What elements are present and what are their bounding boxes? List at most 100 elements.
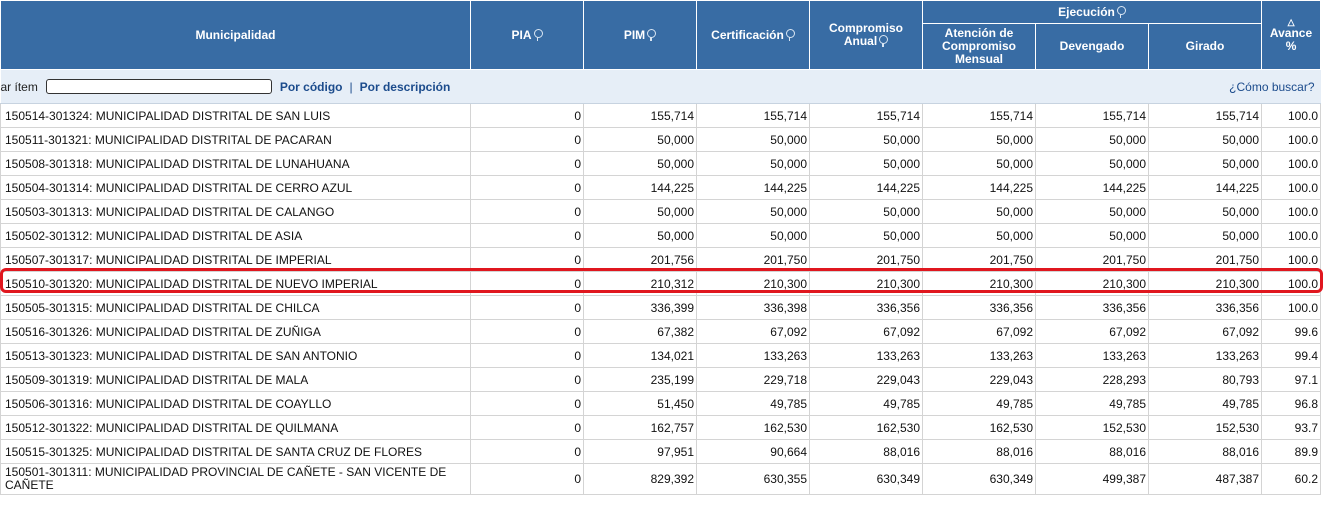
pia-cell: 0 [470,247,584,272]
search-by-code-link[interactable]: Por código [279,79,343,94]
municipalidad-cell[interactable]: 150504-301314: MUNICIPALIDAD DISTRITAL D… [0,175,471,200]
header-label: Girado [1185,39,1225,53]
pim-cell: 50,000 [583,223,697,248]
header-atencion[interactable]: Atención de Compromiso Mensual [922,23,1036,70]
avance-cell: 99.4 [1261,343,1322,368]
info-icon[interactable] [879,35,889,47]
table-row[interactable]: 150516-301326: MUNICIPALIDAD DISTRITAL D… [0,319,1322,344]
devengado-cell: 50,000 [1035,199,1149,224]
atencion-cell: 50,000 [922,199,1036,224]
info-icon[interactable] [533,28,543,41]
municipalidad-cell[interactable]: 150511-301321: MUNICIPALIDAD DISTRITAL D… [0,127,471,152]
devengado-cell: 336,356 [1035,295,1149,320]
avance-cell: 60.2 [1261,463,1322,495]
table-row[interactable]: 150507-301317: MUNICIPALIDAD DISTRITAL D… [0,247,1322,272]
header-label: Municipalidad [195,27,276,42]
search-help-link[interactable]: ¿Cómo buscar? [1229,79,1315,94]
devengado-cell: 49,785 [1035,391,1149,416]
table-row[interactable]: 150508-301318: MUNICIPALIDAD DISTRITAL D… [0,151,1322,176]
header-municipalidad[interactable]: Municipalidad [0,0,471,70]
municipalidad-cell[interactable]: 150508-301318: MUNICIPALIDAD DISTRITAL D… [0,151,471,176]
header-certificacion[interactable]: Certificación [696,0,810,70]
header-pim[interactable]: PIM [583,0,697,70]
compromiso-cell: 630,349 [809,463,923,495]
municipalidad-cell[interactable]: 150510-301320: MUNICIPALIDAD DISTRITAL D… [0,271,471,296]
table-row[interactable]: 150505-301315: MUNICIPALIDAD DISTRITAL D… [0,295,1322,320]
search-separator: | [349,79,353,94]
municipalidad-cell[interactable]: 150515-301325: MUNICIPALIDAD DISTRITAL D… [0,439,471,464]
municipalidad-cell[interactable]: 150512-301322: MUNICIPALIDAD DISTRITAL D… [0,415,471,440]
header-devengado[interactable]: Devengado [1035,23,1149,70]
certificacion-cell: 50,000 [696,223,810,248]
table-row[interactable]: 150509-301319: MUNICIPALIDAD DISTRITAL D… [0,367,1322,392]
municipalidad-cell[interactable]: 150505-301315: MUNICIPALIDAD DISTRITAL D… [0,295,471,320]
info-icon[interactable] [1116,5,1126,18]
certificacion-cell: 336,398 [696,295,810,320]
header-pia[interactable]: PIA [470,0,584,70]
search-by-description-link[interactable]: Por descripción [359,79,451,94]
pia-cell: 0 [470,103,584,128]
atencion-cell: 50,000 [922,223,1036,248]
pia-cell: 0 [470,391,584,416]
girado-cell: 80,793 [1147,367,1263,392]
girado-cell: 144,225 [1147,175,1263,200]
compromiso-cell: 88,016 [809,439,923,464]
header-compromiso-anual[interactable]: Compromiso Anual [809,0,923,70]
girado-cell: 88,016 [1147,439,1263,464]
table-row[interactable]: 150514-301324: MUNICIPALIDAD DISTRITAL D… [0,103,1322,128]
pim-cell: 235,199 [583,367,697,392]
table-row[interactable]: 150512-301322: MUNICIPALIDAD DISTRITAL D… [0,415,1322,440]
info-icon[interactable] [785,28,795,41]
certificacion-cell: 144,225 [696,175,810,200]
table-row[interactable]: 150506-301316: MUNICIPALIDAD DISTRITAL D… [0,391,1322,416]
municipalidad-cell[interactable]: 150503-301313: MUNICIPALIDAD DISTRITAL D… [0,199,471,224]
avance-cell: 100.0 [1261,247,1322,272]
girado-cell: 201,750 [1147,247,1263,272]
table-row[interactable]: 150503-301313: MUNICIPALIDAD DISTRITAL D… [0,199,1322,224]
search-label: scar ítem [0,79,38,94]
devengado-cell: 88,016 [1035,439,1149,464]
compromiso-cell: 50,000 [809,223,923,248]
sort-asc-icon[interactable]: △ [1287,16,1295,27]
table-row[interactable]: 150515-301325: MUNICIPALIDAD DISTRITAL D… [0,439,1322,464]
municipalidad-cell[interactable]: 150514-301324: MUNICIPALIDAD DISTRITAL D… [0,103,471,128]
pia-cell: 0 [470,295,584,320]
avance-cell: 100.0 [1261,127,1322,152]
pim-cell: 51,450 [583,391,697,416]
atencion-cell: 50,000 [922,151,1036,176]
compromiso-cell: 133,263 [809,343,923,368]
municipalidad-cell[interactable]: 150507-301317: MUNICIPALIDAD DISTRITAL D… [0,247,471,272]
table-row[interactable]: 150510-301320: MUNICIPALIDAD DISTRITAL D… [0,271,1322,296]
table-row[interactable]: 150511-301321: MUNICIPALIDAD DISTRITAL D… [0,127,1322,152]
header-avance[interactable]: △ Avance % [1261,0,1322,70]
header-girado[interactable]: Girado [1147,23,1263,70]
avance-cell: 100.0 [1261,271,1322,296]
certificacion-cell: 49,785 [696,391,810,416]
devengado-cell: 210,300 [1035,271,1149,296]
municipalidad-cell[interactable]: 150516-301326: MUNICIPALIDAD DISTRITAL D… [0,319,471,344]
header-label: Devengado [1059,39,1125,53]
pim-cell: 829,392 [583,463,697,495]
municipalidad-cell[interactable]: 150502-301312: MUNICIPALIDAD DISTRITAL D… [0,223,471,248]
pim-cell: 50,000 [583,151,697,176]
compromiso-cell: 49,785 [809,391,923,416]
girado-cell: 336,356 [1147,295,1263,320]
table-row[interactable]: 150504-301314: MUNICIPALIDAD DISTRITAL D… [0,175,1322,200]
devengado-cell: 67,092 [1035,319,1149,344]
municipalidad-cell[interactable]: 150506-301316: MUNICIPALIDAD DISTRITAL D… [0,391,471,416]
info-icon[interactable] [647,28,657,41]
search-input[interactable] [45,79,272,94]
table-row[interactable]: 150513-301323: MUNICIPALIDAD DISTRITAL D… [0,343,1322,368]
municipalidad-cell[interactable]: 150501-301311: MUNICIPALIDAD PROVINCIAL … [0,463,471,495]
table-row[interactable]: 150502-301312: MUNICIPALIDAD DISTRITAL D… [0,223,1322,248]
table-row[interactable]: 150501-301311: MUNICIPALIDAD PROVINCIAL … [0,463,1322,495]
compromiso-cell: 50,000 [809,151,923,176]
devengado-cell: 152,530 [1035,415,1149,440]
header-label: Atención de Compromiso Mensual [941,26,1016,66]
avance-cell: 93.7 [1261,415,1322,440]
municipalidad-cell[interactable]: 150509-301319: MUNICIPALIDAD DISTRITAL D… [0,367,471,392]
header-ejecucion[interactable]: Ejecución [921,0,1263,24]
municipalidad-cell[interactable]: 150513-301323: MUNICIPALIDAD DISTRITAL D… [0,343,471,368]
pim-cell: 210,312 [583,271,697,296]
girado-cell: 50,000 [1147,127,1263,152]
